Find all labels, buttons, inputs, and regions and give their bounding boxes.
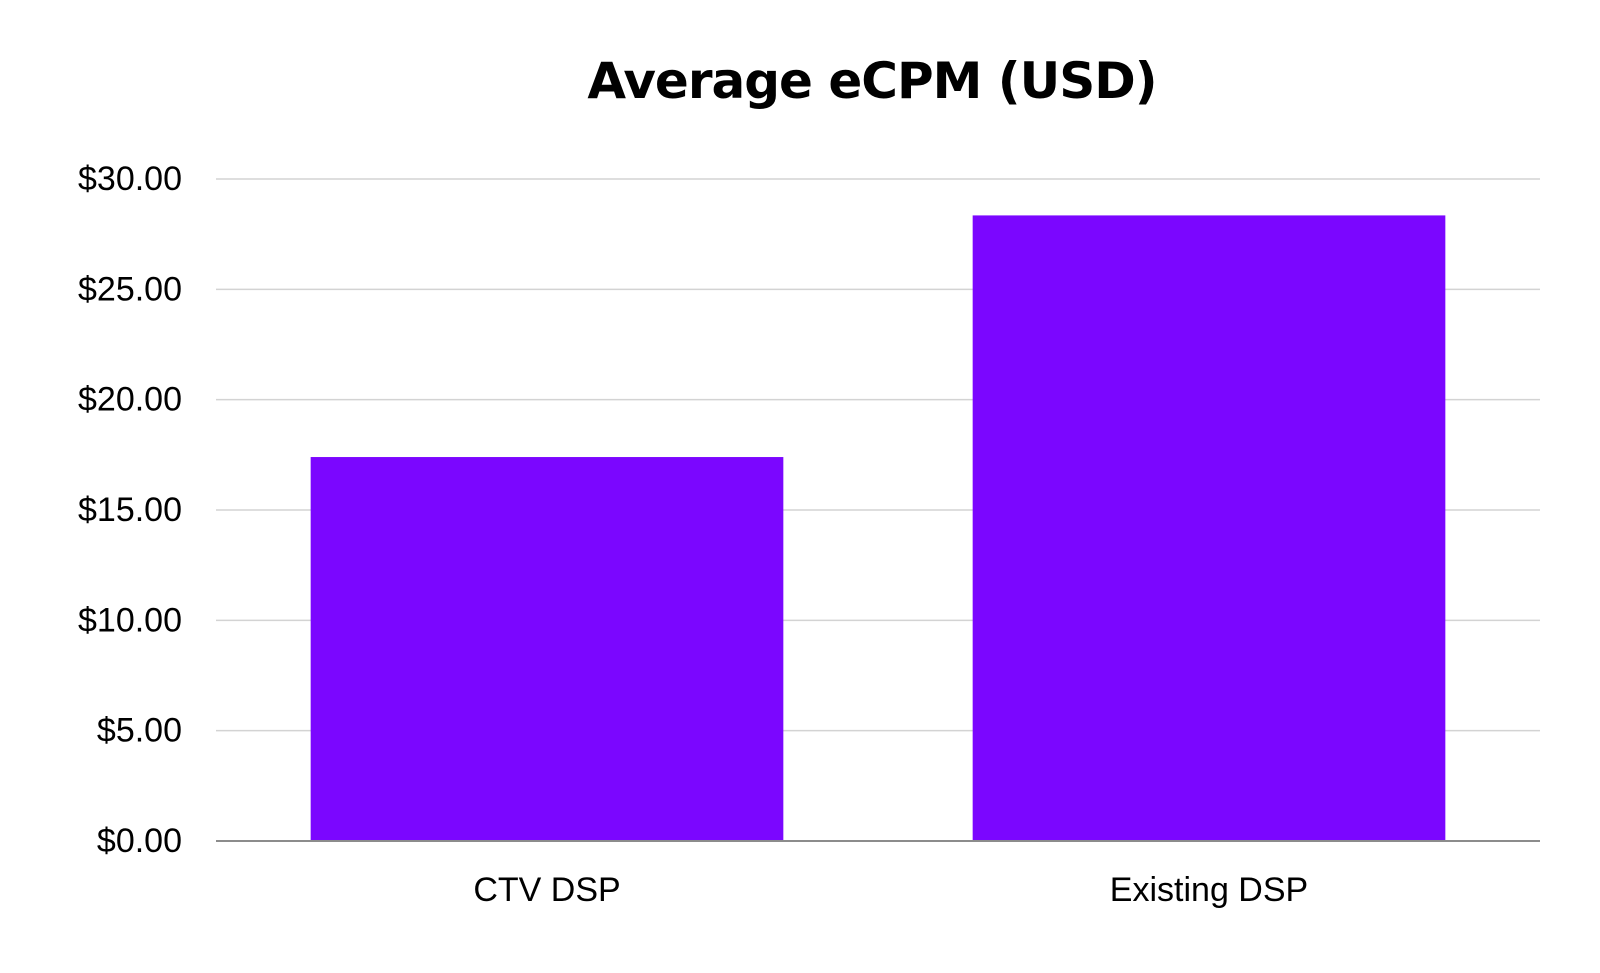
chart-title: Average eCPM (USD): [587, 52, 1157, 110]
y-tick-label: $10.00: [78, 601, 182, 639]
bar: [972, 215, 1446, 841]
bars: [310, 215, 1446, 841]
x-tick-label: CTV DSP: [473, 871, 620, 909]
y-tick-label: $5.00: [97, 712, 182, 750]
x-tick-label: Existing DSP: [1110, 871, 1308, 909]
y-tick-label: $25.00: [78, 270, 182, 308]
y-tick-label: $0.00: [97, 822, 182, 860]
bar: [310, 457, 784, 841]
y-tick-label: $15.00: [78, 491, 182, 529]
x-axis-tick-labels: CTV DSP Existing DSP: [473, 871, 1308, 909]
y-tick-label: $20.00: [78, 381, 182, 419]
y-axis-tick-labels: $0.00 $5.00 $10.00 $15.00 $20.00 $25.00 $30.00: [78, 160, 182, 860]
y-tick-label: $30.00: [78, 160, 182, 198]
